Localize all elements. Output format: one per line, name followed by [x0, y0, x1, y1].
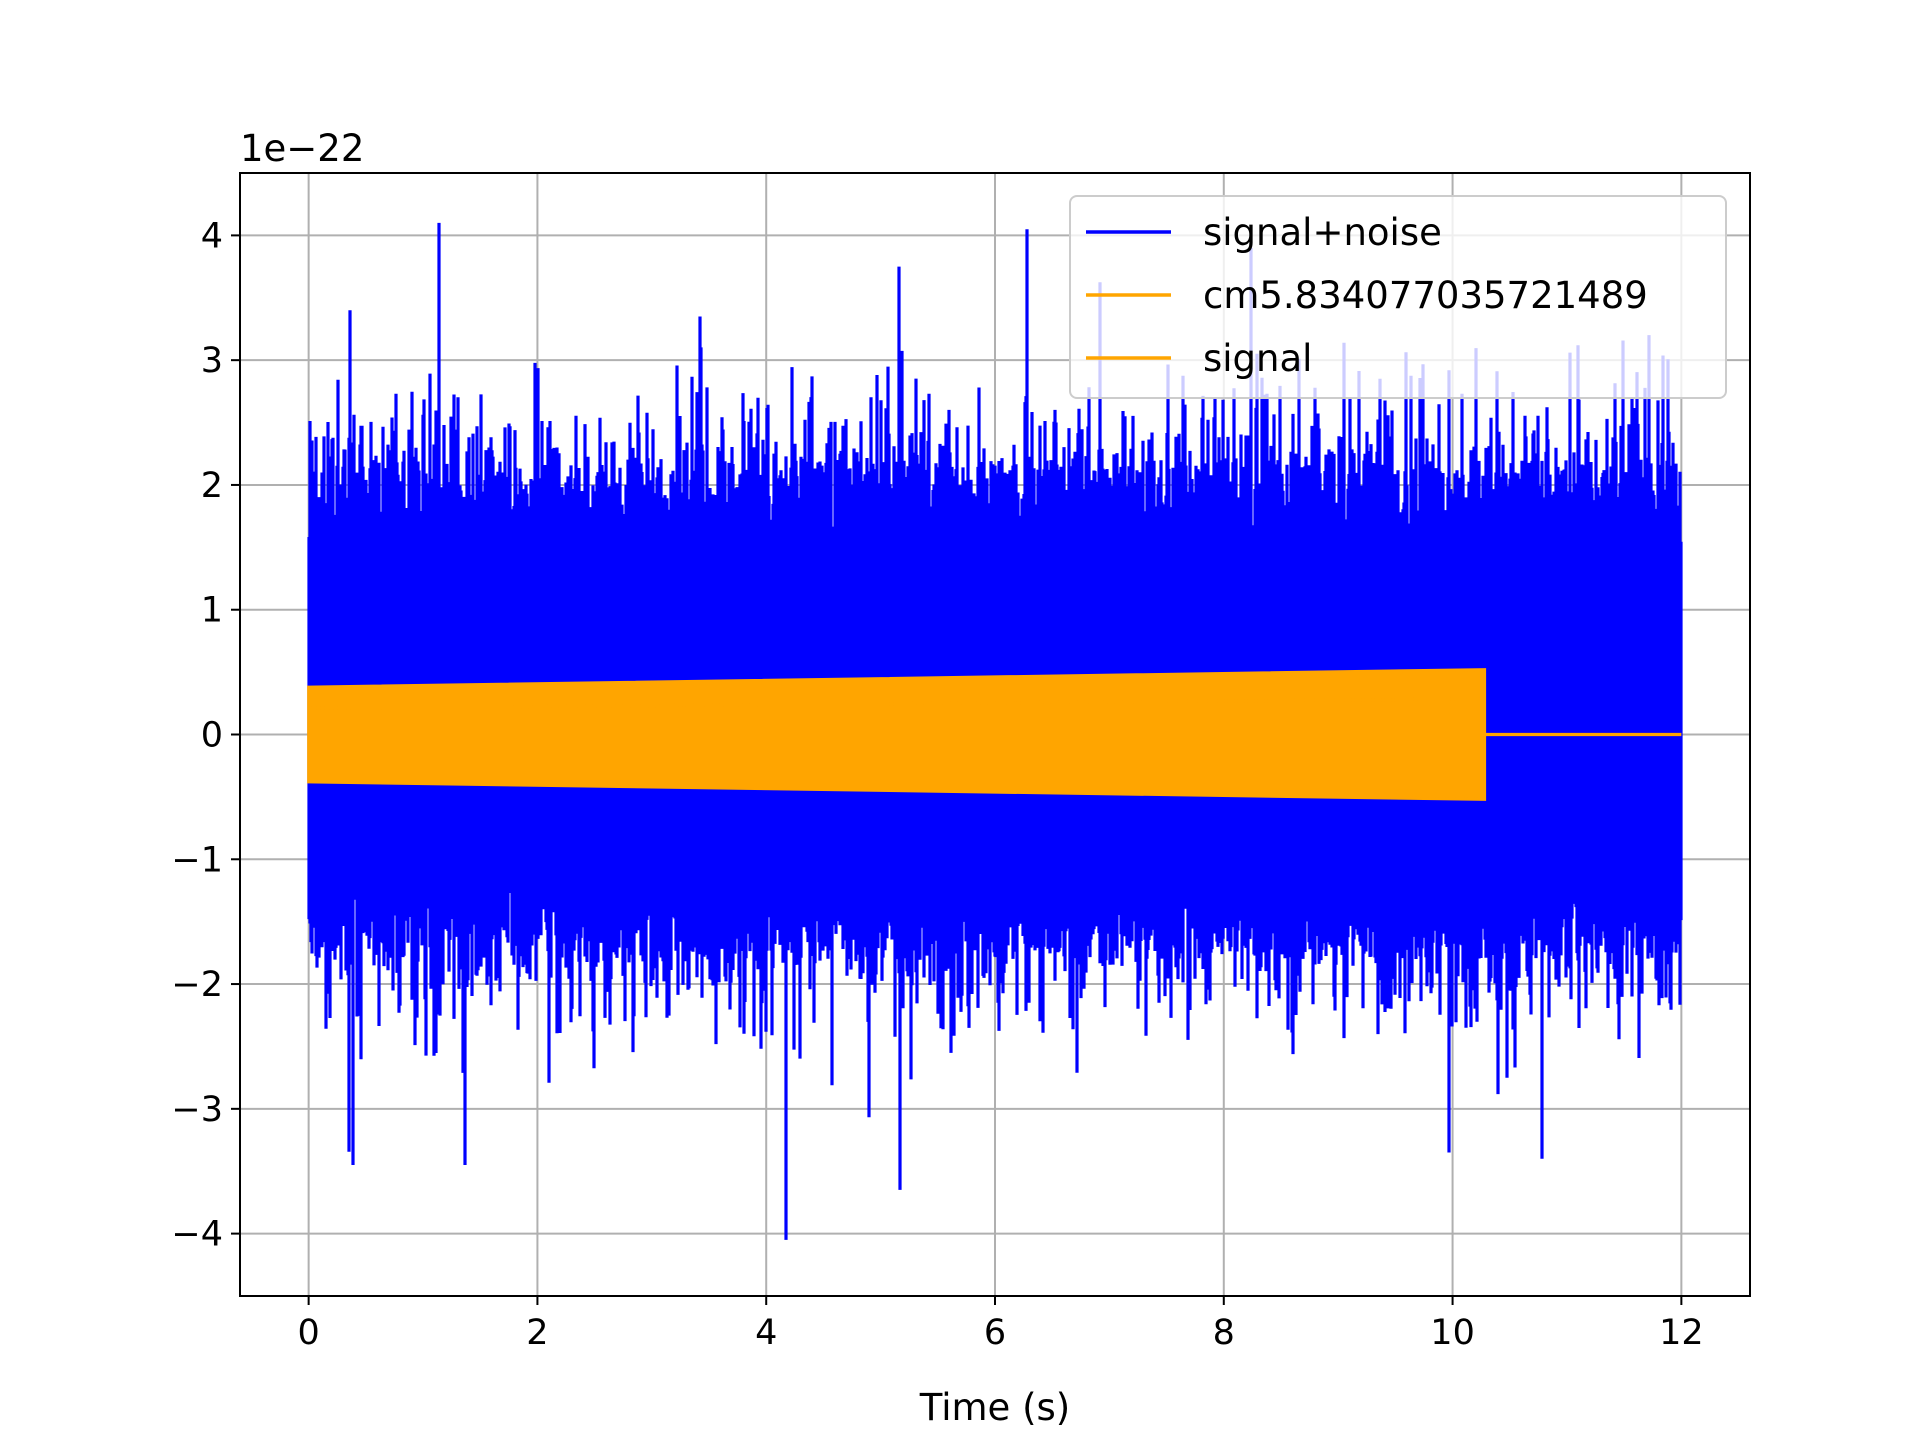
y-tick-label: 1: [201, 591, 223, 631]
series-signal-envelope: [307, 668, 1487, 801]
y-tick-label: −2: [171, 965, 223, 1005]
y-tick-label: 3: [201, 341, 223, 381]
x-tick-label: 0: [297, 1313, 319, 1353]
x-tick-label: 12: [1659, 1313, 1704, 1353]
legend-label-0: signal+noise: [1203, 211, 1442, 254]
y-tick-label: −3: [171, 1090, 223, 1130]
x-tick-label: 2: [526, 1313, 548, 1353]
series-cm-line: [308, 697, 1485, 710]
y-tick-label: −4: [171, 1215, 223, 1255]
x-tick-label: 4: [755, 1313, 777, 1353]
y-tick-label: 2: [201, 466, 223, 506]
plot-series: [307, 222, 1683, 1240]
x-axis-label: Time (s): [919, 1386, 1070, 1429]
x-tick-label: 8: [1213, 1313, 1235, 1353]
y-tick-label: 4: [201, 216, 223, 256]
x-axis-ticks: 0 2 4 6 8 10 12: [297, 1296, 1704, 1353]
x-tick-label: 10: [1430, 1313, 1475, 1353]
y-axis-ticks: −4 −3 −2 −1 0 1 2 3 4: [171, 216, 240, 1255]
y-tick-label: −1: [171, 840, 223, 880]
legend-label-2: signal: [1203, 337, 1312, 380]
y-tick-label: 0: [201, 716, 223, 756]
legend: signal+noise cm5.834077035721489 signal: [1069, 195, 1727, 399]
y-offset-label: 1e−22: [240, 127, 364, 170]
legend-label-1: cm5.834077035721489: [1203, 274, 1648, 317]
x-tick-label: 6: [984, 1313, 1006, 1353]
legend-box: [1069, 195, 1727, 399]
